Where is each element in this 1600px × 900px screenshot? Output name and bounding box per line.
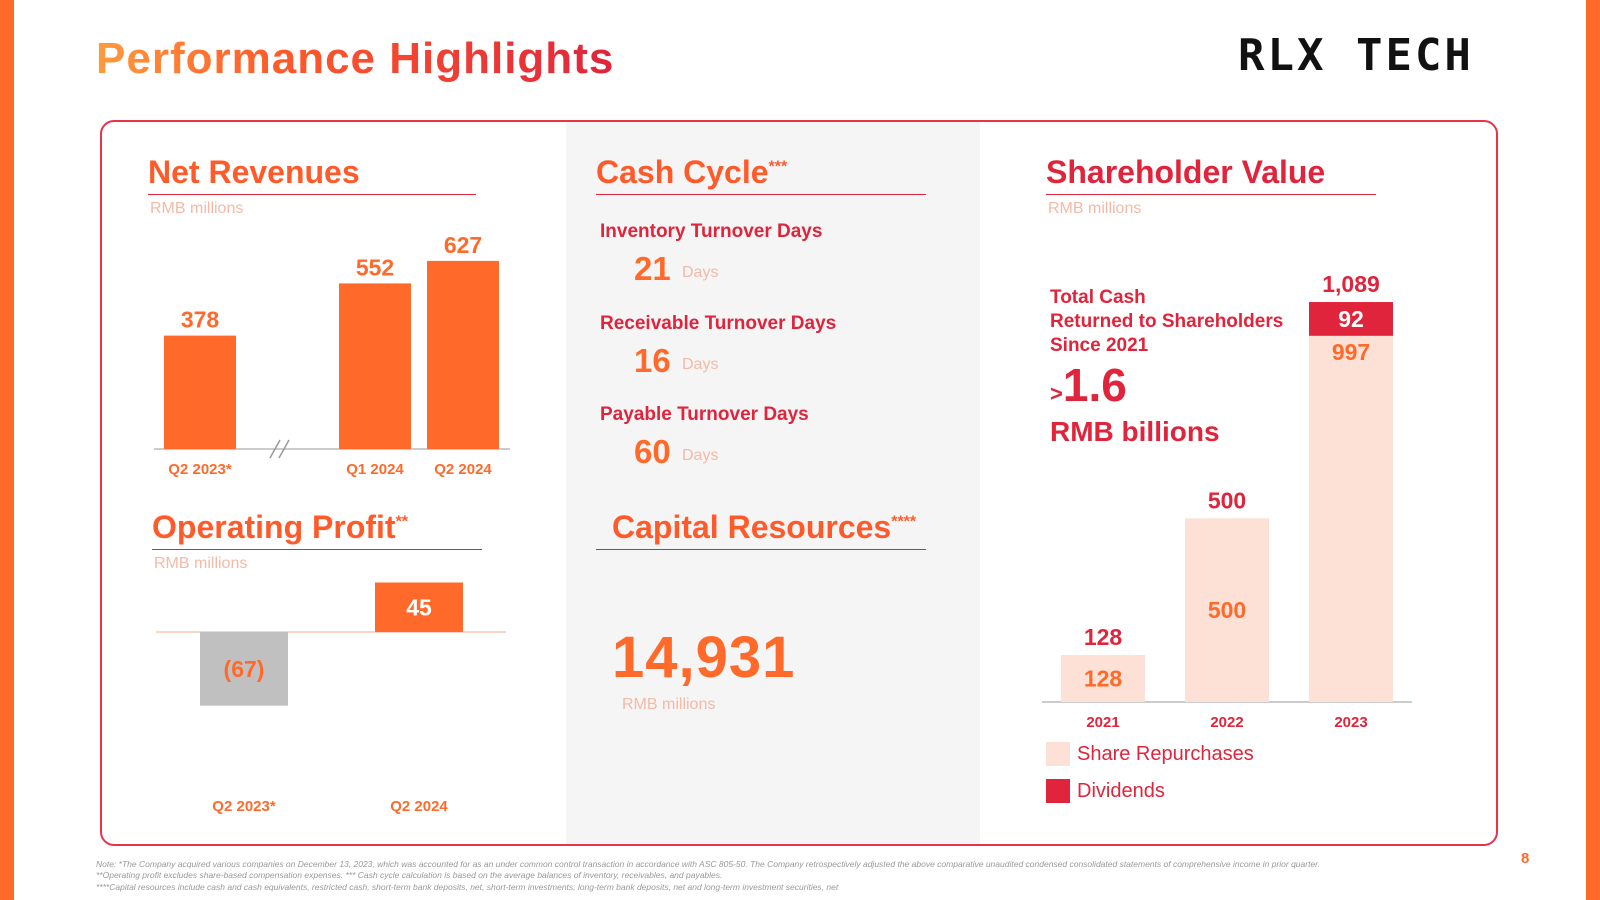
op-value-label-0: (67) — [224, 656, 265, 682]
operating-profit-underline — [152, 549, 482, 550]
op-value-label-1: 45 — [406, 594, 432, 620]
capital-resources-title: Capital Resources**** — [612, 509, 916, 546]
sv-dividend-bar-2 — [1309, 302, 1393, 336]
cash-cycle-title-text: Cash Cycle — [596, 154, 769, 190]
cash-cycle-underline — [596, 194, 926, 195]
legend-swatch-dividends — [1046, 779, 1070, 803]
rev-category-label-1: Q1 2024 — [346, 461, 404, 478]
net-revenues-title-text: Net Revenues — [148, 154, 360, 190]
sv-repurchase-label-0: 128 — [1084, 665, 1123, 691]
shareholder-value-chart: 128 128 2021 500 500 2022 997 92 1,089 2023 — [1042, 271, 1412, 731]
capital-resources-title-sup: **** — [891, 513, 917, 531]
capital-resources-underline — [596, 549, 926, 550]
sv-total-label-2: 1,089 — [1322, 271, 1380, 297]
operating-profit-unit: RMB millions — [154, 555, 248, 572]
right-accent-stripe — [1586, 0, 1600, 900]
footnote-line-1: Note: *The Company acquired various comp… — [96, 859, 1321, 869]
callout-line-1: Total Cash — [1050, 287, 1146, 308]
legend-swatch-repurchases — [1046, 742, 1070, 766]
payable-turnover-label: Payable Turnover Days — [600, 404, 809, 425]
content-frame: Net Revenues RMB millions 378 Q2 2023* 552… — [100, 120, 1498, 846]
rev-axis-break-1 — [269, 439, 281, 459]
footnote-line-3: ****Capital resources include cash and c… — [96, 882, 839, 892]
op-bar-0 — [200, 632, 288, 706]
capital-resources-value: 14,931 — [612, 625, 796, 690]
rlx-tech-logo: RLX TECH — [1238, 30, 1474, 76]
inventory-turnover-unit: Days — [682, 264, 719, 281]
callout-line-3: Since 2021 — [1050, 335, 1149, 356]
sv-total-label-0: 128 — [1084, 624, 1123, 650]
net-revenues-chart: 378 Q2 2023* 552 Q1 2024 627 Q2 2024 — [154, 232, 510, 478]
payable-turnover-unit: Days — [682, 447, 719, 464]
total-cash-callout: Total Cash Returned to Shareholders Sinc… — [1050, 286, 1283, 358]
inventory-turnover-label: Inventory Turnover Days — [600, 221, 823, 242]
sv-category-label-2: 2023 — [1334, 714, 1367, 731]
operating-profit-title-text: Operating Profit — [152, 509, 396, 545]
callout-prefix: > — [1050, 381, 1063, 406]
logo-text: RLX TECH — [1238, 30, 1474, 76]
capital-resources-unit: RMB millions — [622, 696, 716, 713]
callout-figure: >1.6 — [1050, 358, 1127, 412]
cash-cycle-title-sup: *** — [768, 158, 788, 176]
shareholder-value-underline — [1046, 194, 1376, 195]
receivable-turnover-value: 16 — [634, 342, 671, 379]
sv-total-label-1: 500 — [1208, 487, 1246, 513]
capital-resources-title-text: Capital Resources — [612, 509, 892, 545]
operating-profit-title: Operating Profit** — [152, 509, 408, 546]
center-panel — [566, 122, 980, 844]
op-category-label-0: Q2 2023* — [212, 798, 276, 815]
rev-value-label-1: 552 — [356, 254, 394, 280]
sv-repurchase-bar-2 — [1309, 335, 1393, 702]
rev-value-label-2: 627 — [444, 232, 482, 258]
receivable-turnover-label: Receivable Turnover Days — [600, 313, 837, 334]
shareholder-value-unit: RMB millions — [1048, 200, 1142, 217]
sv-dividend-label-2: 92 — [1338, 306, 1364, 332]
sv-repurchase-label-1: 500 — [1208, 597, 1246, 623]
legend-label-repurchases: Share Repurchases — [1077, 743, 1254, 765]
receivable-turnover-unit: Days — [682, 356, 719, 373]
rev-bar-0 — [164, 335, 236, 449]
net-revenues-unit: RMB millions — [150, 200, 244, 217]
rev-bar-2 — [427, 260, 499, 449]
callout-unit: RMB billions — [1050, 416, 1220, 447]
rev-category-label-0: Q2 2023* — [168, 461, 232, 478]
operating-profit-title-sup: ** — [395, 513, 409, 531]
callout-value: 1.6 — [1062, 359, 1127, 411]
inventory-turnover-value: 21 — [634, 250, 671, 287]
sv-category-label-1: 2022 — [1210, 714, 1243, 731]
payable-turnover-value: 60 — [634, 433, 671, 470]
legend-label-dividends: Dividends — [1077, 780, 1165, 802]
cash-cycle-title: Cash Cycle*** — [596, 154, 787, 191]
op-category-label-1: Q2 2024 — [390, 798, 448, 815]
net-revenues-title: Net Revenues — [148, 154, 360, 191]
op-bar-1 — [375, 582, 463, 632]
sv-repurchase-label-2: 997 — [1332, 339, 1370, 365]
page-title: Performance Highlights — [96, 34, 615, 83]
rev-category-label-2: Q2 2024 — [434, 461, 492, 478]
page-number: 8 — [1521, 850, 1530, 867]
rev-value-label-0: 378 — [181, 307, 220, 333]
net-revenues-underline — [148, 194, 476, 195]
sv-category-label-0: 2021 — [1086, 714, 1119, 731]
sv-repurchase-bar-1 — [1185, 518, 1269, 702]
sv-repurchase-bar-0 — [1061, 654, 1145, 702]
left-accent-stripe — [0, 0, 14, 900]
callout-line-2: Returned to Shareholders — [1050, 311, 1284, 332]
rev-bar-1 — [339, 283, 411, 449]
shareholder-value-title: Shareholder Value — [1046, 154, 1326, 190]
operating-profit-chart: (67) Q2 2023* 45 Q2 2024 — [156, 582, 506, 815]
footnote-line-2: **Operating profit excludes share-based … — [96, 870, 723, 880]
rev-axis-break-2 — [278, 439, 290, 459]
